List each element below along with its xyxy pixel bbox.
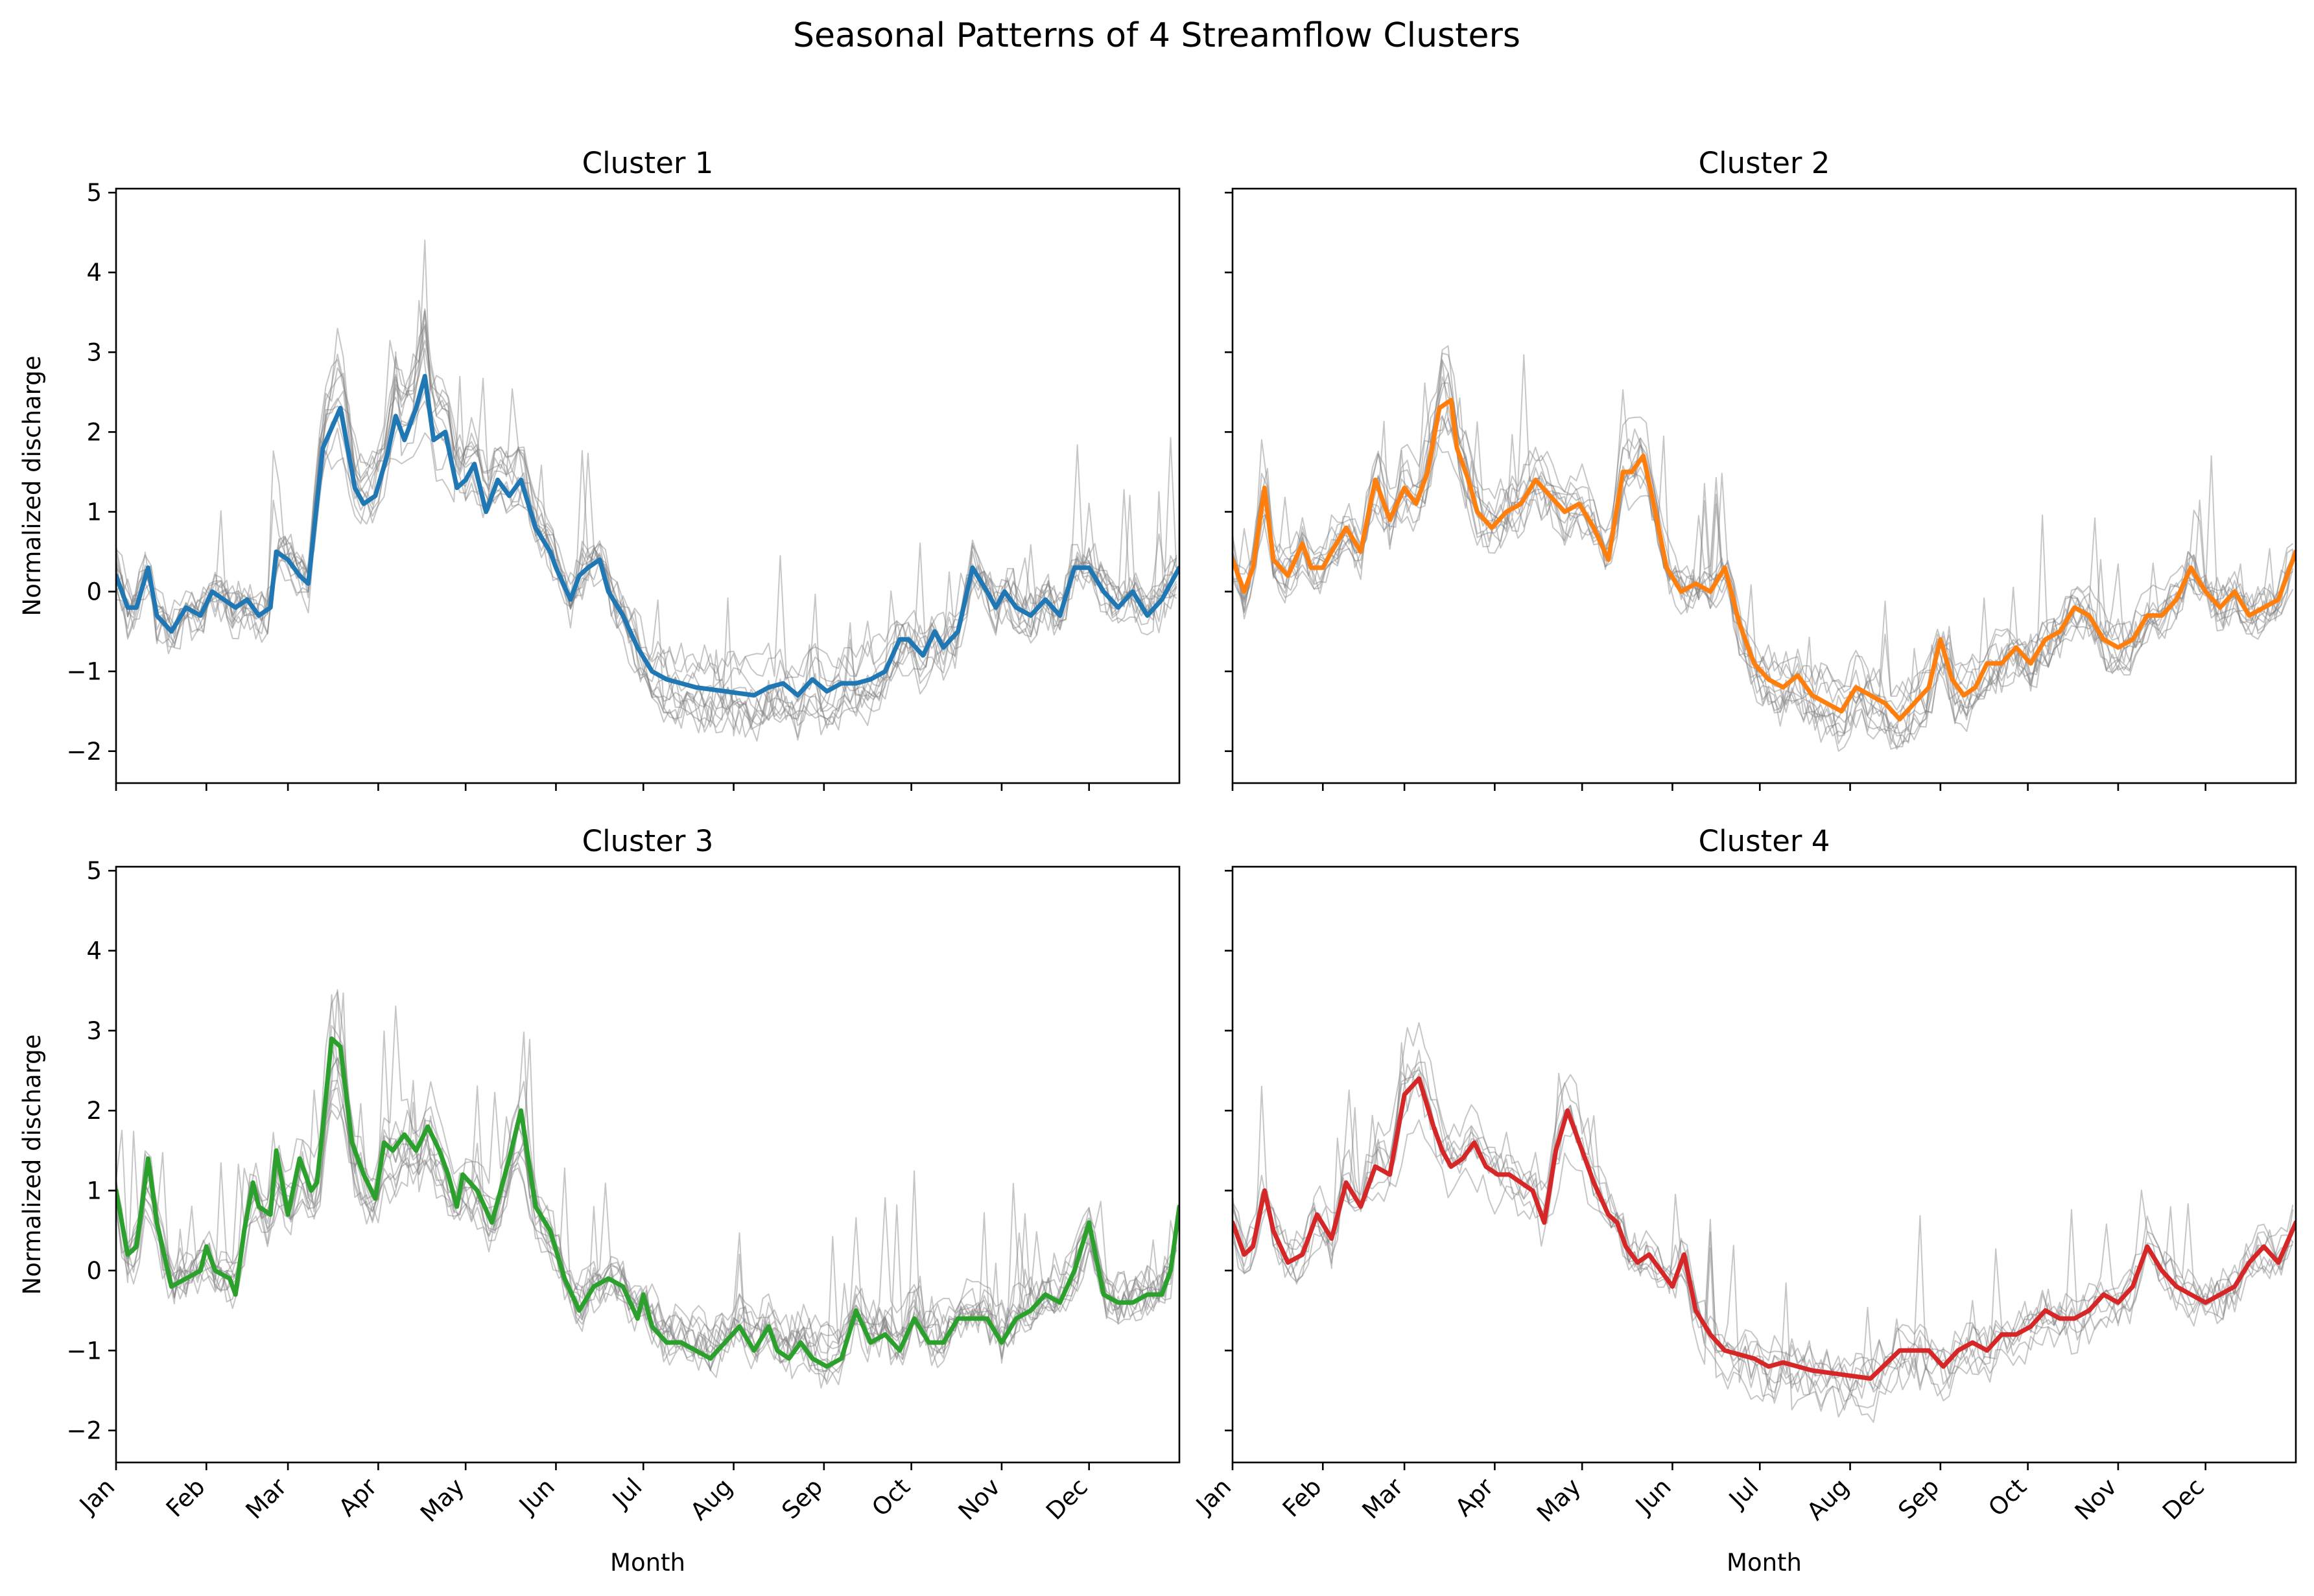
cluster-mean-line bbox=[116, 1036, 1179, 1369]
x-tick-label: Oct bbox=[1983, 1473, 2032, 1522]
member-line bbox=[116, 375, 1177, 683]
member-line bbox=[1233, 1069, 2294, 1411]
member-line bbox=[1233, 1072, 2294, 1399]
member-line bbox=[1233, 353, 2294, 747]
y-tick-label: 0 bbox=[86, 578, 102, 606]
y-tick-label: 0 bbox=[86, 1257, 102, 1285]
member-line bbox=[1233, 372, 2294, 744]
y-tick-label: 1 bbox=[86, 499, 102, 526]
x-tick-label: Jul bbox=[606, 1473, 647, 1514]
x-tick-label: Dec bbox=[2157, 1473, 2210, 1525]
x-tick-label: Oct bbox=[866, 1473, 915, 1522]
x-tick-label: Dec bbox=[1041, 1473, 1093, 1525]
panel-title: Cluster 2 bbox=[1699, 146, 1830, 180]
member-line bbox=[116, 299, 1177, 720]
y-tick-label: 3 bbox=[86, 1017, 102, 1045]
x-tick-label: Feb bbox=[161, 1473, 211, 1523]
axes-frame bbox=[1231, 865, 2297, 1464]
panel-title: Cluster 1 bbox=[582, 146, 714, 180]
x-tick-label: Sep bbox=[776, 1473, 828, 1525]
y-tick-label: 2 bbox=[86, 418, 102, 446]
x-tick-label: Apr bbox=[333, 1472, 383, 1521]
x-tick-label: Nov bbox=[2070, 1473, 2122, 1525]
member-line bbox=[116, 347, 1177, 712]
member-line bbox=[116, 311, 1177, 725]
axes-frame bbox=[115, 187, 1181, 784]
member-line bbox=[116, 1101, 1177, 1356]
x-tick-label: Aug bbox=[685, 1473, 737, 1525]
y-axis-label: Normalized discharge bbox=[18, 1035, 46, 1295]
x-tick-label: Mar bbox=[241, 1472, 292, 1524]
member-line bbox=[1233, 360, 2294, 737]
y-tick-label: 1 bbox=[86, 1177, 102, 1205]
member-line bbox=[116, 991, 1177, 1385]
y-axis-label: Normalized discharge bbox=[18, 356, 46, 616]
member-line bbox=[1233, 1050, 2294, 1392]
x-axis-label: Month bbox=[610, 1549, 685, 1577]
y-tick-label: −1 bbox=[66, 1337, 102, 1365]
y-tick-label: −2 bbox=[66, 1417, 102, 1445]
x-tick-label: Aug bbox=[1801, 1473, 1854, 1525]
y-tick-label: 2 bbox=[86, 1097, 102, 1125]
member-line bbox=[116, 989, 1177, 1373]
member-lines bbox=[1233, 345, 2294, 752]
x-tick-label: Jul bbox=[1723, 1473, 1764, 1514]
y-tick-label: −2 bbox=[66, 738, 102, 766]
panel-4: Cluster 4 Jan Feb Mar Apr May Jun Jul Aug Sep Oct N… bbox=[1190, 824, 2297, 1577]
member-line bbox=[116, 340, 1177, 736]
cluster-mean-line bbox=[1233, 397, 2296, 722]
member-line bbox=[116, 1087, 1177, 1372]
member-line bbox=[1233, 358, 2294, 750]
x-tick-label: Feb bbox=[1277, 1473, 1327, 1523]
figure-title: Seasonal Patterns of 4 Streamflow Cluste… bbox=[793, 16, 1520, 55]
x-tick-label: May bbox=[1531, 1473, 1586, 1527]
x-tick-label: Sep bbox=[1893, 1473, 1944, 1525]
member-line bbox=[1233, 417, 2294, 714]
panel-title: Cluster 4 bbox=[1699, 824, 1830, 858]
y-tick-label: 5 bbox=[86, 179, 102, 207]
x-tick-label: Mar bbox=[1357, 1472, 1409, 1524]
x-tick-label: Jun bbox=[513, 1473, 560, 1520]
y-tick-label: 3 bbox=[86, 338, 102, 366]
panel-2: Cluster 2 bbox=[1225, 146, 2297, 791]
cluster-mean-line bbox=[116, 373, 1179, 698]
member-line bbox=[116, 323, 1177, 738]
member-line bbox=[116, 1030, 1177, 1389]
y-tick-label: 5 bbox=[86, 857, 102, 885]
x-axis-label: Month bbox=[1727, 1549, 1802, 1577]
x-tick-label: Jan bbox=[73, 1473, 120, 1520]
x-tick-label: May bbox=[415, 1473, 469, 1527]
member-line bbox=[116, 1103, 1177, 1365]
x-tick-label: Jun bbox=[1629, 1473, 1677, 1520]
member-line bbox=[116, 239, 1177, 742]
x-tick-label: Apr bbox=[1450, 1472, 1499, 1521]
member-line bbox=[1233, 382, 2294, 752]
member-line bbox=[1233, 1063, 2293, 1423]
member-line bbox=[1233, 1042, 2294, 1381]
member-line bbox=[1233, 441, 2294, 702]
panel-title: Cluster 3 bbox=[582, 824, 714, 858]
axes-frame bbox=[115, 865, 1181, 1464]
member-line bbox=[116, 1025, 1177, 1382]
y-tick-label: 4 bbox=[86, 937, 102, 965]
member-lines bbox=[1233, 1022, 2294, 1423]
x-tick-label: Nov bbox=[953, 1473, 1006, 1525]
member-line bbox=[1233, 415, 2294, 711]
cluster-mean-line bbox=[1233, 1076, 2296, 1381]
y-tick-label: 4 bbox=[86, 259, 102, 287]
y-tick-label: −1 bbox=[66, 658, 102, 686]
member-line bbox=[1233, 354, 2294, 745]
member-line bbox=[1233, 1022, 2294, 1402]
x-tick-label: Jan bbox=[1190, 1473, 1236, 1520]
panel-3: Cluster 3 −2 −1 0 1 2 3 4 5 Jan Feb Mar Apr May Jun Jul… bbox=[18, 824, 1181, 1577]
member-line bbox=[1233, 1119, 2294, 1377]
axes-frame bbox=[1231, 187, 2297, 784]
member-line bbox=[1233, 345, 2294, 740]
member-lines bbox=[116, 989, 1177, 1389]
member-line bbox=[1233, 1061, 2294, 1393]
panel-1: Cluster 1 −2 −1 0 1 2 3 4 5 Normalized discharge bbox=[18, 146, 1181, 791]
